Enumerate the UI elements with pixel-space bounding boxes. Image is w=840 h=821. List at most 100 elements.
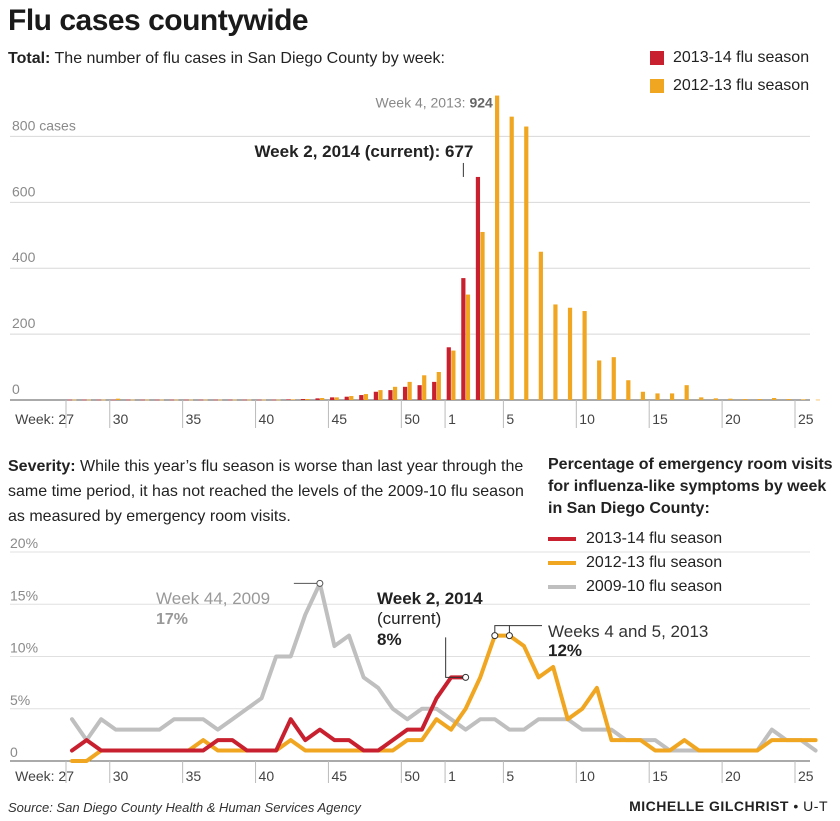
bar-2013-14-week-49 xyxy=(388,390,393,400)
bar-x-tick-label: 10 xyxy=(579,411,595,427)
bar-2012-13-week-39 xyxy=(247,399,252,401)
bar-2012-13-week-41 xyxy=(276,399,281,401)
bar-2012-13-week-46 xyxy=(349,396,354,400)
bar-y-tick-label: 0 xyxy=(12,381,20,397)
line-legend-label-2009: 2009-10 flu season xyxy=(586,578,723,595)
bar-2012-13-week-1 xyxy=(451,350,456,400)
line-x-tick-label: 35 xyxy=(186,768,202,784)
bar-2012-13-week-52 xyxy=(436,371,441,400)
peak-2013-line-marker-week5 xyxy=(505,632,513,640)
current-2014-line-label: Week 2, 2014 xyxy=(377,589,483,608)
bar-2012-13-week-38 xyxy=(232,399,237,401)
bar-2013-14-week-29 xyxy=(96,399,101,401)
bar-2012-13-week-32 xyxy=(145,399,150,401)
bar-2013-14-week-46 xyxy=(344,396,349,400)
line-x-tick-label: 20 xyxy=(725,768,741,784)
page-title: Flu cases countywide xyxy=(8,4,309,37)
bar-2012-13-week-17 xyxy=(684,385,689,400)
bar-2013-14-week-41 xyxy=(271,399,276,401)
line-legend-swatch-2012 xyxy=(548,561,576,565)
total-intro: Total: The number of flu cases in San Di… xyxy=(8,50,445,68)
bar-2012-13-week-33 xyxy=(159,399,164,401)
bar-2013-14-week-40 xyxy=(257,399,262,401)
bar-2013-14-week-48 xyxy=(373,391,378,400)
line-x-tick-label: 25 xyxy=(798,768,814,784)
line-x-tick-label: Week: 27 xyxy=(15,768,74,784)
bar-legend: 2013-14 flu season 2012-13 flu season xyxy=(650,46,809,98)
bar-legend-swatch-2013 xyxy=(650,51,664,65)
line-legend-item-2009: 2009-10 flu season xyxy=(548,575,722,599)
bar-2012-13-week-51 xyxy=(422,375,427,400)
series-2012-13-line xyxy=(70,633,818,763)
bar-2012-13-week-5 xyxy=(509,116,514,400)
severity-intro: Severity: While this year’s flu season i… xyxy=(8,454,528,529)
bar-legend-label-2012: 2012-13 flu season xyxy=(673,77,810,94)
bar-x-tick-label: 30 xyxy=(113,411,129,427)
current-2014-annotation-value: 677 xyxy=(445,142,473,161)
bar-legend-swatch-2012 xyxy=(650,79,664,93)
bar-2013-14-week-30 xyxy=(111,399,116,401)
peak-2013-annotation-value: 924 xyxy=(469,95,493,111)
bar-2013-14-week-37 xyxy=(213,399,218,401)
bar-2013-14-week-28 xyxy=(82,399,87,401)
bar-2012-13-week-3 xyxy=(480,231,485,400)
line-legend-swatch-2013 xyxy=(548,537,576,541)
bar-x-tick-label: 1 xyxy=(448,411,456,427)
line-y-tick-label: 0 xyxy=(10,744,18,760)
bar-legend-item-2013: 2013-14 flu season xyxy=(650,46,809,70)
total-intro-text: The number of flu cases in San Diego Cou… xyxy=(54,50,445,67)
severity-intro-lead: Severity: xyxy=(8,458,76,475)
bar-x-tick-label: 5 xyxy=(506,411,514,427)
line-legend: 2013-14 flu season 2012-13 flu season 20… xyxy=(548,527,722,599)
peak-2013-line-label: Weeks 4 and 5, 2013 xyxy=(548,622,708,641)
line-x-tick-label: 45 xyxy=(331,768,347,784)
bar-x-tick-label: 50 xyxy=(404,411,420,427)
peak-2013-line-marker-week4 xyxy=(491,632,499,640)
peak-2013-line-bracket xyxy=(494,625,510,636)
credit: MICHELLE GILCHRIST • U-T xyxy=(629,798,828,814)
bar-2012-13-week-31 xyxy=(130,399,135,401)
current-2014-line-value: 8% xyxy=(377,630,402,649)
line-x-tick-label: 1 xyxy=(448,768,456,784)
bar-legend-label-2013: 2013-14 flu season xyxy=(673,49,810,66)
bar-2012-13-week-26 xyxy=(815,399,820,401)
bar-2012-13-week-45 xyxy=(334,397,339,400)
bar-x-tick-label: 25 xyxy=(798,411,814,427)
line-y-tick-label: 10% xyxy=(10,640,38,656)
bar-2012-13-week-8 xyxy=(553,304,558,400)
line-x-tick-label: 5 xyxy=(506,768,514,784)
bar-2012-13-week-37 xyxy=(218,399,223,401)
current-2014-line-marker xyxy=(462,673,470,681)
bar-2012-13-week-36 xyxy=(203,399,208,401)
bar-2012-13-week-29 xyxy=(101,399,106,401)
peak-2009-value: 17% xyxy=(156,611,188,628)
current-2014-annotation: Week 2, 2014 (current): 677 xyxy=(254,142,473,161)
bar-y-tick-label: 200 xyxy=(12,315,36,331)
credit-name: MICHELLE GILCHRIST xyxy=(629,798,789,814)
bar-2013-14-week-36 xyxy=(198,399,204,401)
bar-2012-13-week-14 xyxy=(640,391,646,400)
bar-y-tick-label: 400 xyxy=(12,249,36,265)
bar-x-tick-label: Week: 27 xyxy=(15,411,74,427)
series-2013-14-line xyxy=(70,675,468,753)
line-legend-label-2013: 2013-14 flu season xyxy=(586,530,723,547)
bar-2012-13-week-43 xyxy=(305,399,310,400)
current-2014-line-leader xyxy=(445,637,466,678)
bar-2013-14-week-32 xyxy=(140,399,145,401)
bar-2013-14-week-42 xyxy=(286,399,291,400)
bar-2013-14-week-1 xyxy=(446,347,451,400)
bar-2012-13-week-18 xyxy=(699,397,704,400)
bar-2012-13-week-21 xyxy=(742,399,748,400)
peak-2013-annotation-label: Week 4, 2013: xyxy=(376,95,470,111)
line-legend-swatch-2009 xyxy=(548,585,576,589)
bar-2012-13-week-47 xyxy=(363,394,368,400)
line-x-tick-label: 30 xyxy=(113,768,129,784)
bar-2013-14-week-45 xyxy=(330,397,335,400)
bar-2012-13-week-48 xyxy=(378,390,383,400)
peak-2009-label: Week 44, 2009 xyxy=(156,589,270,608)
peak-2013-line-value: 12% xyxy=(548,641,582,660)
bar-x-tick-label: 20 xyxy=(725,411,741,427)
line-x-tick-label: 50 xyxy=(404,768,420,784)
bar-2013-14-week-27 xyxy=(67,399,72,401)
